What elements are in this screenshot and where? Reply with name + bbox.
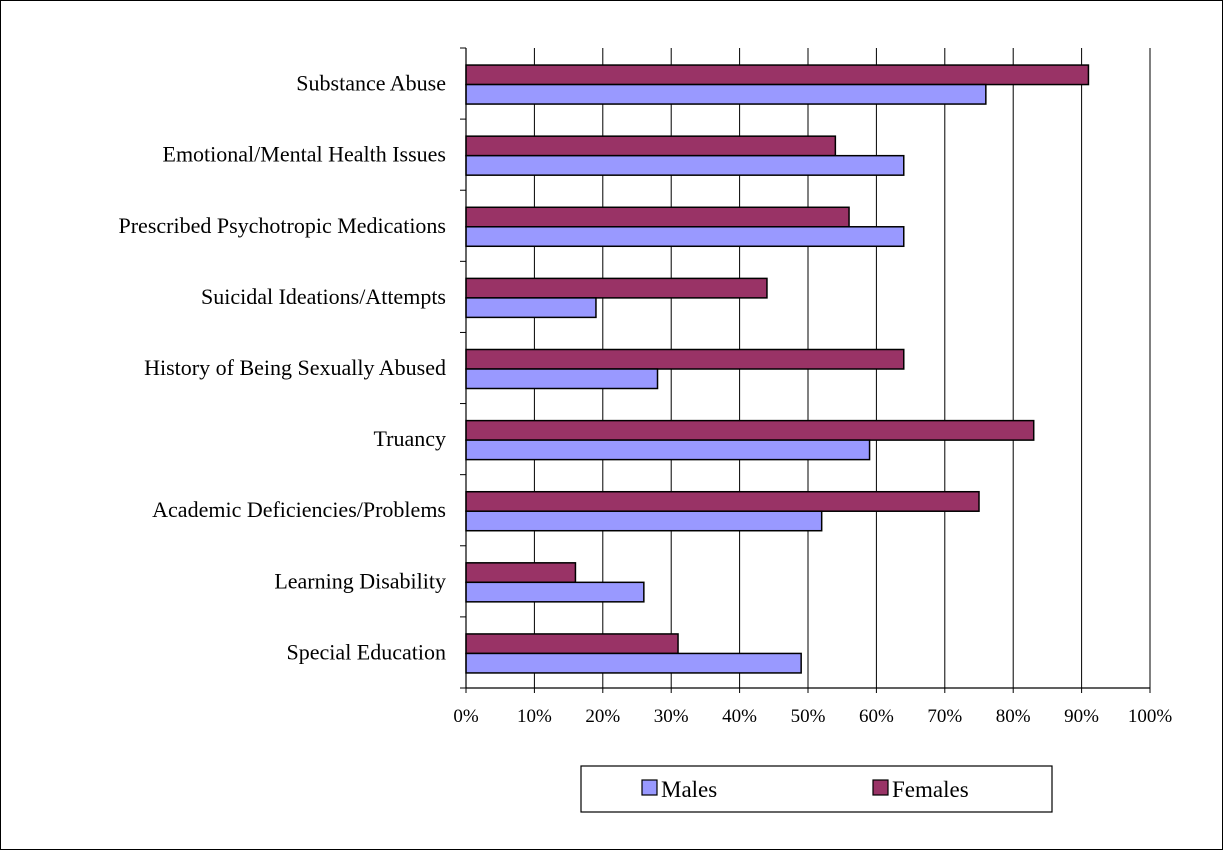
bar-females	[465, 135, 837, 157]
category-labels: Substance Abuse Emotional/Mental Health I…	[119, 71, 447, 665]
x-tick-label: 60%	[859, 706, 894, 727]
x-tick-label: 70%	[927, 706, 962, 727]
legend-swatch	[872, 779, 889, 796]
bar-females	[465, 490, 980, 512]
bar-females	[465, 277, 768, 299]
x-tick-label: 90%	[1064, 706, 1099, 727]
x-tick-label: 20%	[585, 706, 620, 727]
legend: Males Females	[580, 765, 1053, 813]
x-tick-label: 80%	[996, 706, 1031, 727]
category-label: Learning Disability	[274, 568, 446, 593]
category-label: Suicidal Ideations/Attempts	[201, 284, 446, 309]
legend-label: Females	[892, 777, 969, 802]
bar-males	[465, 368, 659, 390]
bar-females	[465, 419, 1035, 441]
bar-females	[465, 562, 577, 584]
category-label: Truancy	[373, 426, 446, 451]
x-tick-label: 10%	[517, 706, 552, 727]
x-tick-label: 100%	[1128, 706, 1173, 727]
category-label: Special Education	[287, 639, 446, 664]
bar-males	[465, 510, 823, 532]
x-tick-labels: 0% 10% 20% 30% 40% 50% 60% 70% 80% 90% 100%	[453, 706, 1172, 727]
bar-females	[465, 348, 905, 370]
x-tick-label: 40%	[722, 706, 757, 727]
bar-males	[465, 439, 871, 461]
bar-males	[465, 581, 645, 603]
category-label: History of Being Sexually Abused	[144, 355, 446, 380]
bar-females	[465, 64, 1090, 86]
x-tick-label: 30%	[654, 706, 689, 727]
bar-females	[465, 633, 679, 655]
legend-swatch	[641, 779, 658, 796]
bars	[465, 64, 1090, 674]
bar-males	[465, 83, 987, 105]
axes	[460, 47, 1151, 693]
category-label: Emotional/Mental Health Issues	[163, 142, 447, 167]
bar-females	[465, 206, 850, 228]
bar-males	[465, 297, 597, 319]
category-label: Academic Deficiencies/Problems	[152, 497, 446, 522]
bar-males	[465, 226, 905, 248]
bar-males	[465, 652, 802, 674]
category-label: Prescribed Psychotropic Medications	[119, 213, 447, 238]
x-tick-label: 50%	[791, 706, 826, 727]
bar-males	[465, 154, 905, 176]
legend-box	[580, 765, 1053, 813]
category-label: Substance Abuse	[296, 71, 446, 96]
x-tick-label: 0%	[453, 706, 479, 727]
legend-label: Males	[661, 777, 717, 802]
